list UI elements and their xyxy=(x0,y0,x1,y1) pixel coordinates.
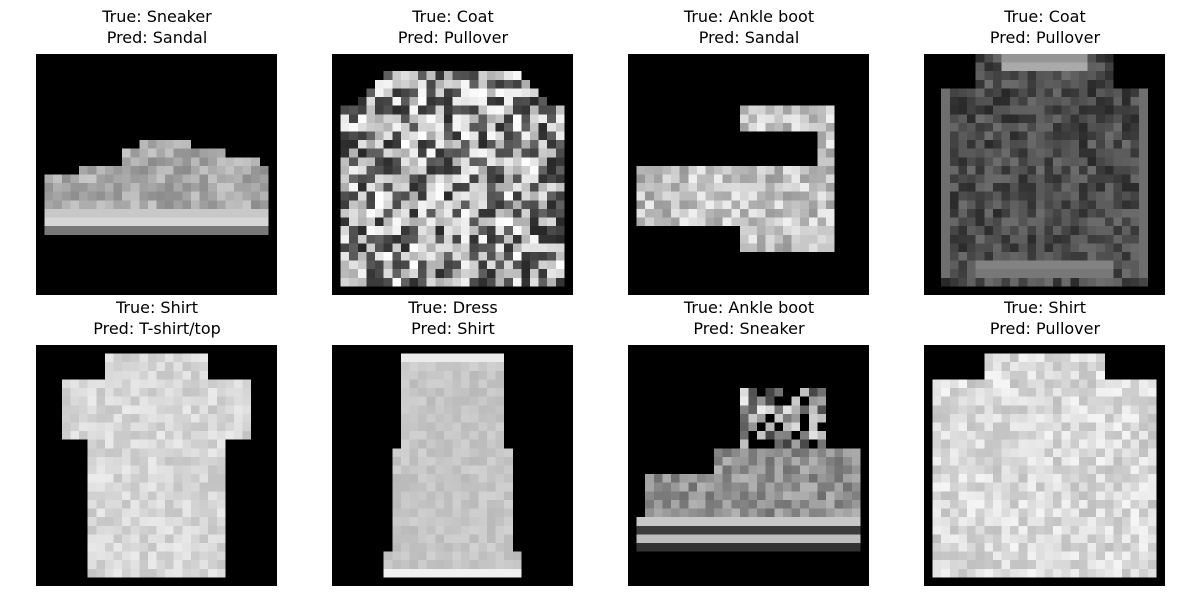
dress-image xyxy=(332,345,573,586)
pred-label: Pred: Sandal xyxy=(36,28,278,49)
panel-title: True: Shirt Pred: T-shirt/top xyxy=(36,298,278,339)
pred-label: Pred: Pullover xyxy=(924,319,1166,340)
pred-label: Pred: Shirt xyxy=(332,319,574,340)
true-label: True: Ankle boot xyxy=(628,298,870,319)
true-label: True: Coat xyxy=(924,7,1166,28)
true-label: True: Sneaker xyxy=(36,7,278,28)
true-label: True: Shirt xyxy=(36,298,278,319)
clothing-image xyxy=(36,54,277,295)
panel-title: True: Ankle boot Pred: Sandal xyxy=(628,7,870,48)
heeled-boot-image xyxy=(628,54,869,295)
pred-label: Pred: Sandal xyxy=(628,28,870,49)
pred-label: Pred: Pullover xyxy=(924,28,1166,49)
panel-title: True: Coat Pred: Pullover xyxy=(924,7,1166,48)
image-panel: True: Sneaker Pred: Sandal xyxy=(36,7,278,48)
coat-patterned-image xyxy=(332,54,573,295)
panel-title: True: Ankle boot Pred: Sneaker xyxy=(628,298,870,339)
pred-label: Pred: Pullover xyxy=(332,28,574,49)
image-panel: True: Coat Pred: Pullover xyxy=(332,7,574,48)
pred-label: Pred: T-shirt/top xyxy=(36,319,278,340)
true-label: True: Ankle boot xyxy=(628,7,870,28)
panel-title: True: Coat Pred: Pullover xyxy=(332,7,574,48)
coat-dark-image xyxy=(924,54,1165,295)
panel-title: True: Dress Pred: Shirt xyxy=(332,298,574,339)
clothing-image xyxy=(332,54,573,295)
shirt-short-sleeve-image xyxy=(36,345,277,586)
panel-title: True: Sneaker Pred: Sandal xyxy=(36,7,278,48)
image-panel: True: Ankle boot Pred: Sneaker xyxy=(628,298,870,339)
clothing-image xyxy=(36,345,277,586)
true-label: True: Coat xyxy=(332,7,574,28)
true-label: True: Dress xyxy=(332,298,574,319)
panel-title: True: Shirt Pred: Pullover xyxy=(924,298,1166,339)
image-panel: True: Coat Pred: Pullover xyxy=(924,7,1166,48)
sneaker-image xyxy=(36,54,277,295)
clothing-image xyxy=(924,345,1165,586)
clothing-image xyxy=(628,54,869,295)
clothing-image xyxy=(924,54,1165,295)
image-panel: True: Ankle boot Pred: Sandal xyxy=(628,7,870,48)
shirt-long-sleeve-image xyxy=(924,345,1165,586)
image-panel: True: Dress Pred: Shirt xyxy=(332,298,574,339)
image-panel: True: Shirt Pred: Pullover xyxy=(924,298,1166,339)
clothing-image xyxy=(332,345,573,586)
pred-label: Pred: Sneaker xyxy=(628,319,870,340)
image-panel: True: Shirt Pred: T-shirt/top xyxy=(36,298,278,339)
true-label: True: Shirt xyxy=(924,298,1166,319)
clothing-image xyxy=(628,345,869,586)
boot-highlighted-image xyxy=(628,345,869,586)
